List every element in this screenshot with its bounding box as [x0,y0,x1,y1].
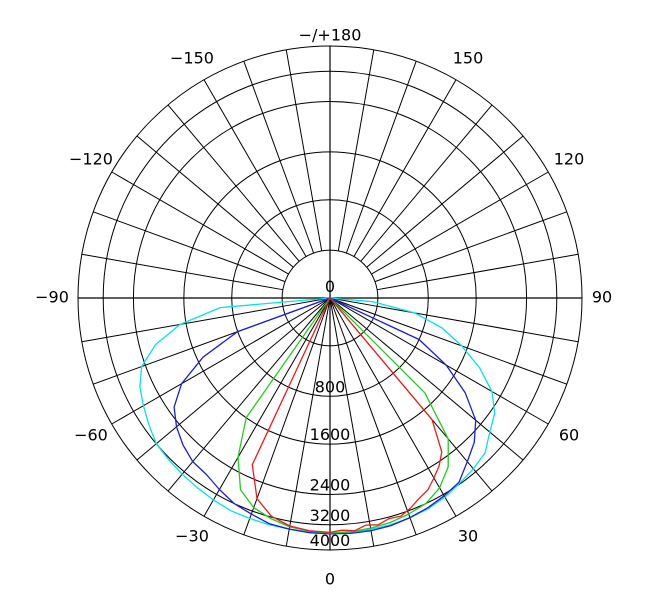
grid-spoke [243,61,315,254]
grid-spoke [167,334,300,492]
grid-inner-spoke [329,297,367,330]
grid-spoke [337,345,375,547]
grid-inner-spoke [329,297,378,307]
grid-spoke [360,104,493,262]
grid-spoke [353,79,457,257]
grid-inner-spoke [288,297,331,323]
grid-spoke [111,171,289,275]
angle-label--30: −30 [175,527,209,546]
grid-spoke [371,321,549,425]
radial-tick-label: 1600 [310,425,351,444]
grid-inner-spoke [329,297,355,340]
angle-label-150: 150 [453,48,484,67]
grid-inner-spoke [313,297,331,344]
grid-spoke [285,345,323,547]
grid-spoke [374,211,567,283]
grid-inner-spoke [298,297,331,335]
radial-tick-label: 4000 [310,531,351,550]
grid-inner-spoke [329,297,376,315]
radial-tick-label: 800 [315,377,346,396]
grid-spoke [111,321,289,425]
radial-tick-label: 3200 [310,506,351,525]
grid-inner-spoke [293,297,331,330]
series-layer [139,297,496,535]
radial-labels: 0 800 1600 2400 3200 4000 [310,277,351,550]
grid-spoke [93,211,286,283]
angle-label-0: 0 [325,570,335,589]
grid-inner-spoke [329,297,339,346]
grid-spoke [203,339,307,517]
angle-label-30: 30 [458,527,478,546]
series-line-1 [173,297,477,535]
grid-inner-spoke [321,297,331,346]
grid-spoke [366,135,524,268]
angle-label-180: −/+180 [299,26,362,45]
grid-spoke [366,328,524,461]
grid-spoke [81,253,283,291]
radial-tick-label: 2400 [310,476,351,495]
grid-spoke [371,171,549,275]
grid-spoke [377,253,579,291]
grid-spoke [167,104,300,262]
grid-spoke [136,135,294,268]
angle-labels: −/+180 150 −150 120 −120 90 −90 60 −60 30 −30 0 [35,26,612,589]
polar-grid [77,45,583,551]
grid-inner-spoke [329,297,372,323]
grid-spoke [337,49,375,251]
angle-label--120: −120 [69,150,113,169]
grid-spoke [374,313,567,385]
grid-spoke [345,61,417,254]
angle-label-60: 60 [559,426,579,445]
grid-spoke [285,49,323,251]
grid-inner-spoke [305,297,331,340]
grid-spoke [377,305,579,343]
series-line-3 [251,297,443,534]
grid-spoke [203,79,307,257]
radial-tick-label: 0 [325,277,335,296]
series-line-2 [237,297,449,534]
grid-inner-spoke [282,297,331,307]
grid-spoke [345,342,417,535]
angle-label--90: −90 [35,288,69,307]
grid-spoke [353,339,457,517]
angle-label-90: 90 [592,288,612,307]
angle-label--60: −60 [74,426,108,445]
angle-label--150: −150 [170,48,214,67]
grid-spoke [243,342,315,535]
grid-spoke [136,328,294,461]
grid-inner-spoke [329,297,347,344]
angle-label-120: 120 [554,150,585,169]
